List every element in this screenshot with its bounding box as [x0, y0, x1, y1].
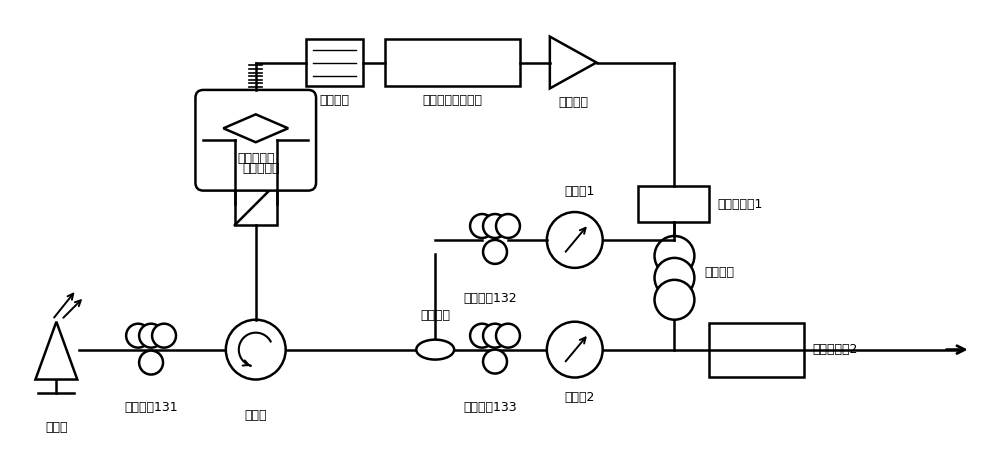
Polygon shape [35, 322, 77, 379]
Circle shape [126, 324, 150, 347]
Text: 电放大器: 电放大器 [558, 96, 588, 109]
FancyBboxPatch shape [195, 90, 316, 191]
Circle shape [483, 240, 507, 264]
Text: 可调谐带通滤波器: 可调谐带通滤波器 [423, 94, 483, 108]
Circle shape [547, 322, 603, 378]
Text: 偏振控制132: 偏振控制132 [463, 292, 517, 305]
Circle shape [152, 324, 176, 347]
Ellipse shape [416, 340, 454, 360]
Text: 偏振控制131: 偏振控制131 [124, 401, 178, 414]
Text: 光电探测器2: 光电探测器2 [812, 343, 857, 356]
Circle shape [496, 214, 520, 238]
Bar [306, 39, 363, 86]
Text: 光耦合器: 光耦合器 [420, 309, 450, 322]
Bar [638, 186, 709, 222]
Text: 单模光纤: 单模光纤 [704, 266, 734, 279]
Circle shape [470, 214, 494, 238]
Text: 光电探测器1: 光电探测器1 [717, 198, 763, 211]
Circle shape [655, 280, 694, 319]
Circle shape [483, 214, 507, 238]
Text: 相位调制器: 相位调制器 [237, 152, 275, 165]
Text: 电移相器: 电移相器 [320, 94, 350, 108]
Bar [235, 183, 277, 225]
Bar [709, 323, 804, 377]
Text: 环形器: 环形器 [245, 410, 267, 423]
Circle shape [483, 324, 507, 347]
Polygon shape [223, 114, 288, 142]
Circle shape [547, 212, 603, 268]
Polygon shape [550, 36, 597, 88]
Text: 偏振分束器: 偏振分束器 [242, 162, 279, 175]
Circle shape [139, 351, 163, 374]
Text: 起偏器1: 起偏器1 [565, 185, 595, 198]
Text: 起偏器2: 起偏器2 [565, 392, 595, 405]
Circle shape [496, 324, 520, 347]
Circle shape [655, 258, 694, 298]
Bar [385, 39, 520, 86]
Circle shape [470, 324, 494, 347]
Circle shape [483, 350, 507, 374]
Circle shape [139, 324, 163, 347]
Circle shape [655, 236, 694, 276]
Circle shape [226, 320, 286, 379]
Text: 偏振控制133: 偏振控制133 [463, 401, 517, 414]
Text: 激光源: 激光源 [45, 421, 68, 434]
